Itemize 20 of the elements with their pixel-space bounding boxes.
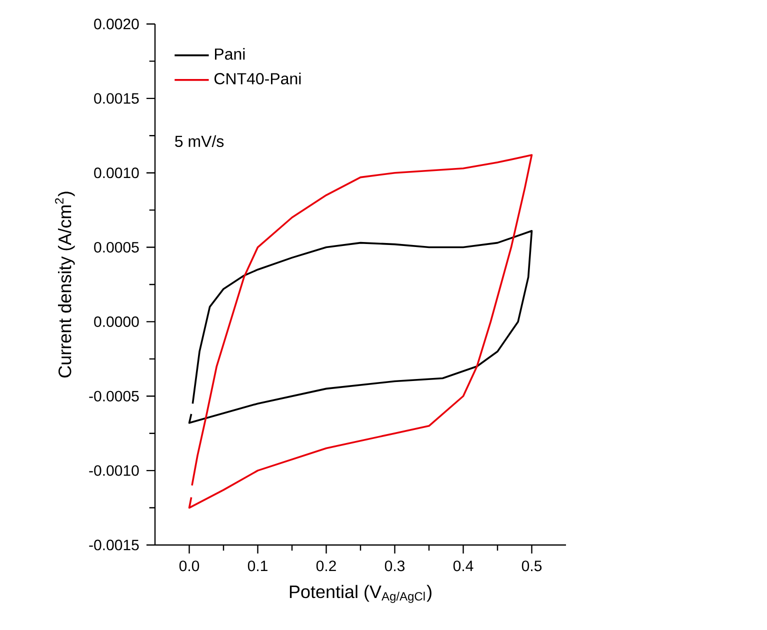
legend-label: Pani xyxy=(214,48,245,60)
line-series xyxy=(188,230,533,424)
x-tick-label: 0.0 xyxy=(179,560,200,572)
y-tick-label: -0.0010 xyxy=(89,465,139,476)
x-tick-label: 0.5 xyxy=(522,560,542,572)
x-tick-label: 0.4 xyxy=(453,560,474,572)
y-tick-label: -0.0015 xyxy=(89,540,139,550)
y-axis-title: Current density (A/cm$^{2}$) xyxy=(55,192,75,378)
x-tick-label: 0.1 xyxy=(248,560,268,572)
legend-label: CNT40-Pani xyxy=(214,72,301,84)
y-tick-label: -0.0005 xyxy=(89,390,139,402)
y-tick-label: 0.0000 xyxy=(94,316,139,328)
y-tick-label: 0.0020 xyxy=(94,18,139,30)
y-tick-label: 0.0005 xyxy=(94,242,139,253)
x-tick-label: 0.3 xyxy=(384,560,405,572)
y-tick-label: 0.0010 xyxy=(94,168,139,178)
annotation: 5 mV/s xyxy=(175,135,224,148)
y-tick-label: 0.0015 xyxy=(94,93,139,104)
x-tick-label: 0.2 xyxy=(316,560,336,572)
x-axis-title: Potential (V$_{Ag/AgCl}$) xyxy=(290,584,432,603)
